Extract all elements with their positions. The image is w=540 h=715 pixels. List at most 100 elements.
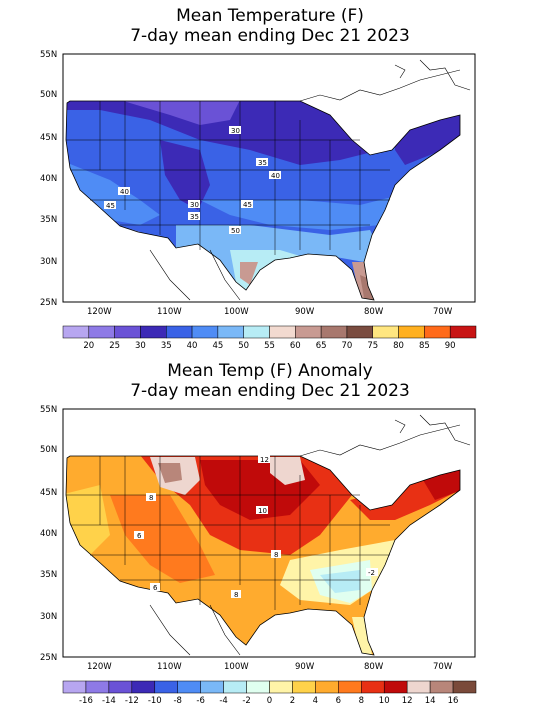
lon-label: 90W [295,662,315,672]
outer-coastlines [149,59,471,301]
colorbar-swatch [269,680,293,694]
lat-label: 45N [40,133,57,143]
colorbar-label: 70 [342,341,353,351]
fill-35-rockies [160,140,210,210]
lon-label: 110W [157,662,182,672]
fill-30-north [120,101,240,125]
colorbar-label: 8 [359,696,364,706]
latitude-labels: 55N 50N 45N 40N 35N 30N 25N [40,405,57,663]
lat-label: 35N [40,215,57,225]
colorbar-label: 14 [425,696,436,706]
colorbar-label: -8 [173,696,181,706]
lon-label: 100W [224,307,249,317]
colorbar-label: 75 [367,341,378,351]
latitude-labels: 55N 50N 45N 40N 35N 30N 25N [40,50,57,308]
colorbar-swatch [243,325,270,339]
colorbar-swatch [88,325,115,339]
colorbar-swatch [320,325,348,339]
colorbar-label: 85 [419,341,430,351]
contour-label: 40 [120,188,129,196]
colorbar-label: 16 [448,696,459,706]
colorbar-label: 65 [316,341,327,351]
contour-label: -2 [368,569,375,577]
contour-label: 6 [137,532,142,540]
colorbar-swatch [398,325,425,339]
colorbar-swatch [449,325,477,339]
colorbar-swatch [383,680,408,694]
colorbar-label: 12 [402,696,413,706]
colorbar-swatch [217,325,244,339]
colorbar-label: 10 [379,696,390,706]
lat-label: 35N [40,570,57,580]
outer-coastlines [149,414,471,656]
contour-label: 30 [231,127,240,135]
colorbar-swatch [246,680,270,694]
contour-label: 30 [190,201,199,209]
fill-8-rockies [110,495,215,583]
lat-label: 50N [40,445,57,455]
colorbar-swatch [295,325,322,339]
contour-label: 6 [153,584,158,592]
panel-2-title-line: Mean Temp (F) Anomaly [167,361,373,381]
lat-label: 30N [40,612,57,622]
lon-label: 100W [224,662,249,672]
fill-65-stx [240,262,258,285]
colorbar-swatch [429,680,454,694]
colorbar-swatch [223,680,247,694]
contour-label: 35 [190,213,199,221]
colorbar-label: 55 [264,341,275,351]
lon-label: 70W [433,662,453,672]
contour-label: 12 [260,456,269,464]
contour-label: 8 [234,591,238,599]
colorbar-swatch [315,680,339,694]
state-borders [66,456,390,610]
lon-label: 70W [433,307,453,317]
panel-2-subtitle-line: 7-day mean ending Dec 21 2023 [130,381,410,401]
lat-label: 45N [40,488,57,498]
lon-label: 90W [295,307,315,317]
fill-45-west [66,160,160,225]
colorbar-swatch [361,680,385,694]
contour-labels: 12 8 10 6 8 6 -2 8 [134,455,378,599]
colorbar-swatch [62,680,87,694]
colorbar-swatch [154,680,178,694]
colorbar-swatches [62,325,477,339]
lon-label: 110W [157,307,182,317]
colorbar-label: -2 [242,696,250,706]
colorbar-swatch [131,680,156,694]
colorbar-swatches [62,680,477,694]
contour-labels: 30 35 40 45 50 40 45 35 30 [104,126,281,235]
colorbar-swatch [200,680,224,694]
lon-label: 80W [364,662,384,672]
lon-label: 120W [87,662,112,672]
us-coastline [65,100,461,301]
colorbar-swatch [191,325,219,339]
lat-label: 25N [40,298,57,308]
panel-2-colorbar: -16 -14 -12 -10 -8 -6 -4 -2 0 2 4 6 8 10 12 14 16 [62,680,477,706]
contour-label: 40 [271,172,280,180]
colorbar-label: -16 [79,696,93,706]
panel-1-subtitle-line: 7-day mean ending Dec 21 2023 [130,26,410,46]
longitude-labels: 120W 110W 100W 90W 80W 70W [87,307,453,317]
colorbar-swatch [346,325,373,339]
lat-label: 55N [40,405,57,415]
colorbar-label: 80 [393,341,404,351]
panel-1-title-line: Mean Temperature (F) [176,6,364,26]
colorbar-label: -14 [102,696,116,706]
colorbar-swatch [424,325,451,339]
colorbar-swatch [177,680,201,694]
lat-label: 55N [40,50,57,60]
colorbar-swatch [406,680,431,694]
state-borders [66,101,390,255]
colorbar-label: 6 [336,696,341,706]
colorbar-labels: -16 -14 -12 -10 -8 -6 -4 -2 0 2 4 6 8 10 12 14 16 [79,696,458,706]
longitude-labels: 120W 110W 100W 90W 80W 70W [87,662,453,672]
panel-2-map: 12 8 10 6 8 6 -2 8 55N 50N 45N 40N 35N 3… [40,405,476,672]
colorbar-label: -4 [219,696,227,706]
contour-label: 45 [243,201,252,209]
colorbar-label: 4 [313,696,318,706]
colorbar-label: 30 [135,341,146,351]
colorbar-label: -6 [196,696,204,706]
colorbar-swatch [292,680,316,694]
lat-label: 30N [40,257,57,267]
